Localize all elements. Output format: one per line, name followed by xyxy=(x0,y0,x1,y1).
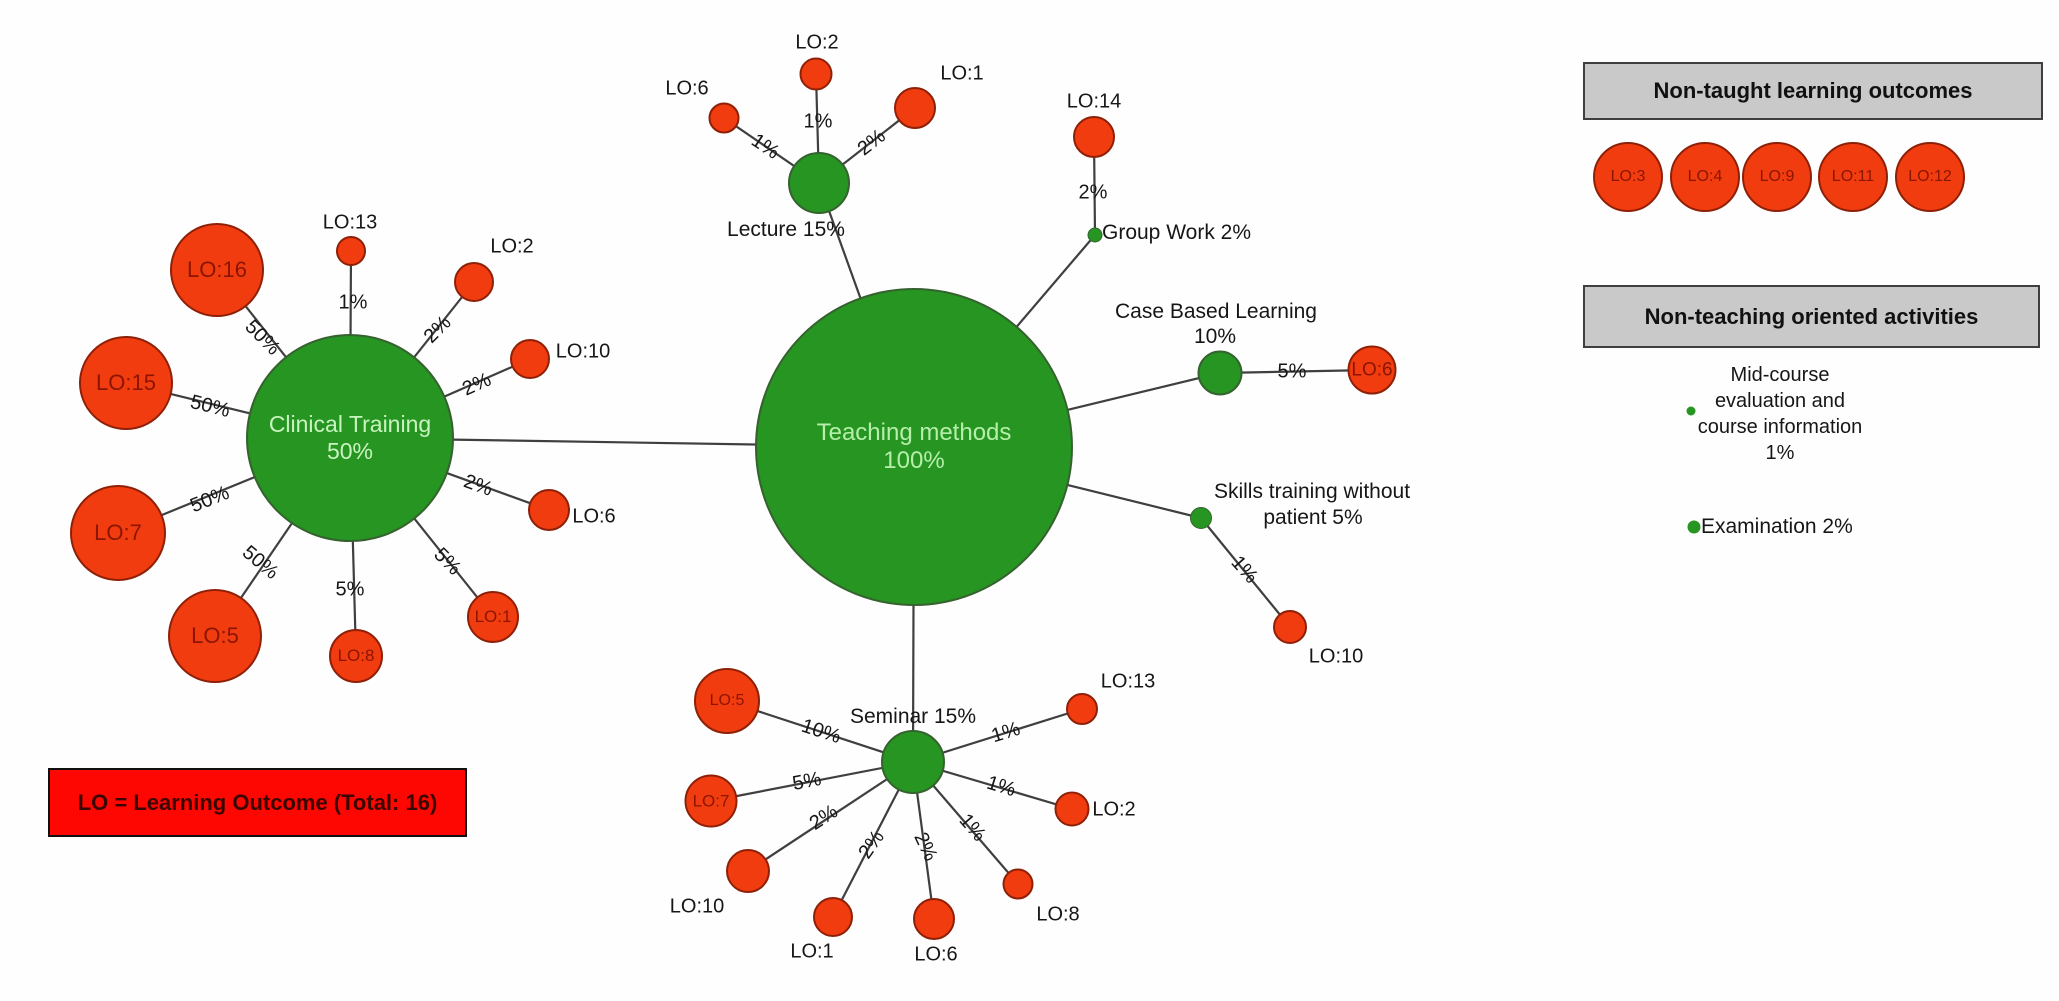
clinical-sat-lo15: LO:15 xyxy=(79,336,173,430)
clinical-sat-lo2 xyxy=(454,262,494,302)
lecture-sat-lo6 xyxy=(708,102,740,134)
group-work-label: Group Work 2% xyxy=(1102,221,1251,244)
skills-hub xyxy=(1190,507,1212,529)
lo13-label: LO:13 xyxy=(322,211,378,234)
teaching-methods-title: Teaching methods xyxy=(816,419,1012,446)
lo7-label: LO:7 xyxy=(94,520,142,545)
lecture-hub xyxy=(788,152,850,214)
seminar-label: Seminar 15% xyxy=(849,705,977,728)
teaching-methods-hub: Teaching methods 100% xyxy=(755,288,1073,606)
clinical-sat-lo16: LO:16 xyxy=(170,223,264,317)
teaching-methods-percent: 100% xyxy=(883,447,945,474)
seminar-sat-lo1 xyxy=(813,897,853,937)
non-taught-lo12: LO:12 xyxy=(1895,142,1965,212)
lo1-label: LO:1 xyxy=(474,607,512,626)
lecture-lo2-pct: 1% xyxy=(803,110,833,133)
seminar-sat-lo10 xyxy=(726,849,770,893)
case-based-label: Case Based Learning xyxy=(1115,300,1317,323)
non-taught-header: Non-taught learning outcomes xyxy=(1583,62,2043,120)
mid-course-dot xyxy=(1686,406,1696,416)
teaching-methods-label: Teaching methods 100% xyxy=(817,419,1012,475)
skills-lo10-label: LO:10 xyxy=(1308,645,1364,668)
clinical-lo13-pct: 1% xyxy=(338,291,368,314)
examination-dot xyxy=(1687,520,1701,534)
seminar-lo7-label: LO:7 xyxy=(692,791,730,810)
lo9-label: LO:9 xyxy=(1759,168,1795,185)
mid-course-line3: course information xyxy=(1697,416,1863,438)
lecture-sat-lo2 xyxy=(799,57,833,91)
seminar-sat-lo8 xyxy=(1002,868,1034,900)
lo10-label: LO:10 xyxy=(555,340,611,363)
seminar-sat-lo13 xyxy=(1066,693,1098,725)
non-taught-lo11: LO:11 xyxy=(1818,142,1888,212)
legend-box: LO = Learning Outcome (Total: 16) xyxy=(48,768,467,837)
legend-text: LO = Learning Outcome (Total: 16) xyxy=(77,789,438,815)
non-teaching-title: Non-teaching oriented activities xyxy=(1644,303,1979,329)
clinical-training-hub: Clinical Training 50% xyxy=(246,334,454,542)
cbl-lo6-pct: 5% xyxy=(1277,360,1307,383)
non-taught-lo4: LO:4 xyxy=(1670,142,1740,212)
lecture-lo1-label: LO:1 xyxy=(940,62,984,85)
mid-course-line2: evaluation and xyxy=(1714,390,1846,412)
mid-course-line1: Mid-course xyxy=(1730,364,1830,386)
seminar-sat-lo6 xyxy=(913,898,955,940)
lecture-lo2-label: LO:2 xyxy=(795,31,839,54)
clinical-sat-lo8: LO:8 xyxy=(329,629,383,683)
lo8-label: LO:8 xyxy=(337,646,375,665)
clinical-sat-lo1: LO:1 xyxy=(467,591,519,643)
skills-sat-lo10 xyxy=(1273,610,1307,644)
clinical-sat-lo5: LO:5 xyxy=(168,589,262,683)
examination-label: Examination 2% xyxy=(1701,515,1853,538)
seminar-lo13-label: LO:13 xyxy=(1100,670,1156,693)
seminar-sat-lo7: LO:7 xyxy=(684,774,738,828)
lo12-label: LO:12 xyxy=(1908,168,1952,185)
clinical-training-label: Clinical Training 50% xyxy=(268,411,432,464)
seminar-sat-lo2 xyxy=(1054,791,1090,827)
lecture-lo6-label: LO:6 xyxy=(665,77,709,100)
lecture-sat-lo1 xyxy=(894,87,936,129)
lo6-label: LO:6 xyxy=(572,505,616,528)
case-based-sat-lo6: LO:6 xyxy=(1347,345,1397,395)
seminar-lo5-label: LO:5 xyxy=(709,692,745,709)
lo4-label: LO:4 xyxy=(1687,168,1723,185)
clinical-sat-lo7: LO:7 xyxy=(70,485,166,581)
group-work-hub xyxy=(1087,227,1103,243)
seminar-lo6-label: LO:6 xyxy=(914,943,958,966)
clinical-lo8-pct: 5% xyxy=(335,578,365,601)
seminar-lo1-label: LO:1 xyxy=(790,940,834,963)
seminar-lo10-label: LO:10 xyxy=(669,895,725,918)
lo14-label: LO:14 xyxy=(1066,90,1122,113)
non-taught-lo3: LO:3 xyxy=(1593,142,1663,212)
lo2-label: LO:2 xyxy=(490,235,534,258)
clinical-sat-lo6 xyxy=(528,489,570,531)
case-based-hub xyxy=(1197,350,1243,396)
group-work-lo14-pct: 2% xyxy=(1078,181,1108,204)
non-taught-lo9: LO:9 xyxy=(1742,142,1812,212)
seminar-sat-lo5: LO:5 xyxy=(694,668,760,734)
lo5-label: LO:5 xyxy=(191,623,239,648)
mid-course-label: Mid-course evaluation and course informa… xyxy=(1698,362,1863,466)
lo11-label: LO:11 xyxy=(1831,168,1875,185)
case-based-percent: 10% xyxy=(1193,325,1237,348)
seminar-lo8-label: LO:8 xyxy=(1036,903,1080,926)
lo15-label: LO:15 xyxy=(96,370,156,395)
skills-label-line1: Skills training without xyxy=(1213,480,1411,503)
non-taught-title: Non-taught learning outcomes xyxy=(1653,78,1973,103)
clinical-sat-lo13 xyxy=(336,236,366,266)
group-work-sat-lo14 xyxy=(1073,116,1115,158)
lecture-label: Lecture 15% xyxy=(727,218,845,241)
seminar-lo2-label: LO:2 xyxy=(1092,798,1136,821)
seminar-hub xyxy=(881,730,945,794)
clinical-sat-lo10 xyxy=(510,339,550,379)
lo3-label: LO:3 xyxy=(1610,168,1646,185)
lo16-label: LO:16 xyxy=(187,257,247,282)
cbl-lo6-label: LO:6 xyxy=(1351,359,1393,380)
skills-label-line2: patient 5% xyxy=(1263,506,1363,529)
mid-course-percent: 1% xyxy=(1765,442,1795,464)
non-teaching-header: Non-teaching oriented activities xyxy=(1583,285,2040,348)
